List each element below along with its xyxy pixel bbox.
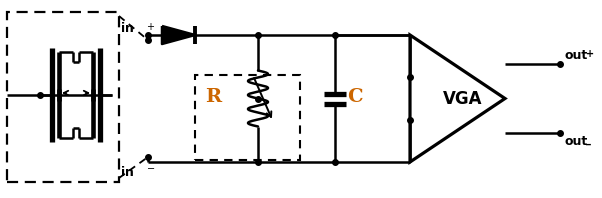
Text: $\mathbf{in}$: $\mathbf{in}$ [120,165,134,179]
Polygon shape [162,26,195,44]
Text: _: _ [586,135,591,145]
Text: $+$: $+$ [146,21,155,32]
Text: +: + [586,49,594,59]
Bar [7,12,119,182]
Text: VGA: VGA [442,89,482,108]
Text: out: out [565,49,588,62]
Text: C: C [347,88,363,106]
Text: R: R [205,88,221,106]
Text: out: out [565,135,588,148]
Bar [195,75,300,160]
Text: $\mathbf{in}$: $\mathbf{in}$ [120,21,134,35]
Text: $-$: $-$ [146,162,155,172]
